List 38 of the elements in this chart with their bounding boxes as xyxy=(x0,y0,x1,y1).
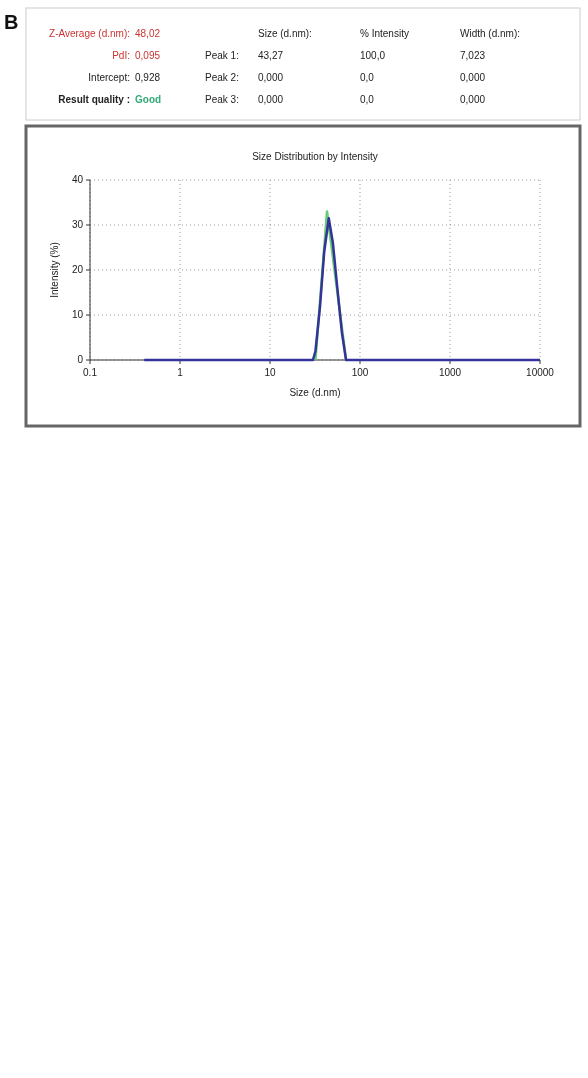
text: 0,000 xyxy=(460,93,486,105)
y-tick-label: 30 xyxy=(71,218,84,230)
x-tick-label: 10000 xyxy=(526,367,555,378)
text: B xyxy=(4,11,19,34)
text: 7,023 xyxy=(460,49,486,61)
y-tick-label: 0 xyxy=(77,353,84,365)
text: Width (d.nm): xyxy=(460,27,521,39)
x-axis-title: Size (d.nm) xyxy=(289,387,341,398)
text: 0,000 xyxy=(258,71,284,83)
chart-title: Size Distribution by Intensity xyxy=(252,151,378,162)
text: 0,000 xyxy=(258,93,284,105)
text: 100,0 xyxy=(360,49,386,61)
text: 0,0 xyxy=(360,93,375,105)
y-tick-label: 40 xyxy=(71,173,84,185)
text: 0,000 xyxy=(460,71,486,83)
y-axis-title: Intensity (%) xyxy=(49,242,60,298)
text: Good xyxy=(135,93,162,105)
x-tick-label: 100 xyxy=(351,367,369,378)
x-tick-label: 10 xyxy=(264,367,276,378)
x-tick-label: 1000 xyxy=(438,367,462,378)
text: Peak 3: xyxy=(205,93,239,105)
y-tick-label: 20 xyxy=(71,263,84,275)
text: Peak 1: xyxy=(205,49,239,61)
text: Size (d.nm): xyxy=(258,27,312,39)
text: % Intensity xyxy=(360,27,409,39)
text: 0,095 xyxy=(135,49,161,61)
text: Intercept: xyxy=(88,71,130,83)
x-tick-label: 1 xyxy=(177,367,184,378)
text: Peak 2: xyxy=(205,71,239,83)
text: 48,02 xyxy=(135,27,161,39)
text: 43,27 xyxy=(258,49,284,61)
text: PdI: xyxy=(112,49,130,61)
text: Z-Average (d.nm): xyxy=(49,27,130,39)
x-tick-label: 0.1 xyxy=(83,367,98,378)
text: 0,928 xyxy=(135,71,161,83)
y-tick-label: 10 xyxy=(71,308,84,320)
text: Result quality : xyxy=(58,93,130,105)
text: 0,0 xyxy=(360,71,375,83)
